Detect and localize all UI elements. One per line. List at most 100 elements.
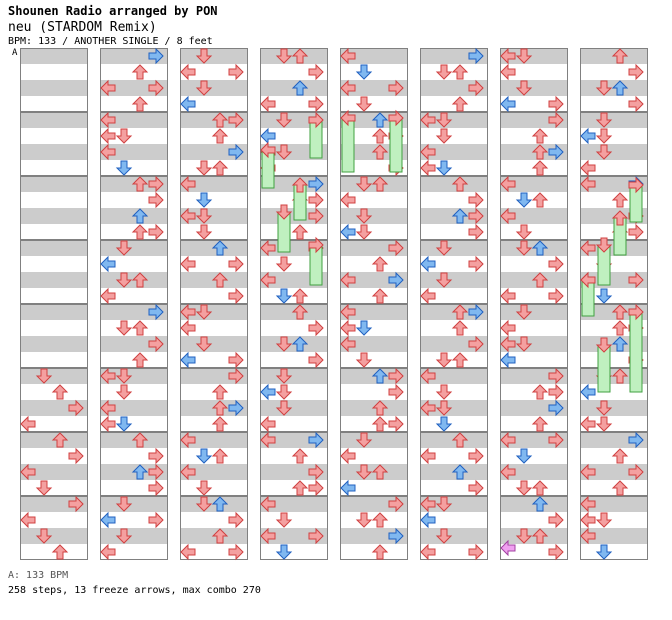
beat-stripe: [420, 480, 488, 496]
measure-box: [340, 304, 408, 368]
beat-stripe: [100, 192, 168, 208]
right-arrow: [228, 351, 244, 369]
beat-stripe: [500, 288, 568, 304]
up-arrow: [291, 304, 309, 320]
down-arrow: [515, 336, 533, 352]
beat-stripe: [260, 416, 328, 432]
left-arrow: [340, 47, 356, 65]
down-arrow: [35, 528, 53, 544]
left-arrow: [100, 287, 116, 305]
left-arrow: [180, 303, 196, 321]
measure-box: [260, 368, 328, 432]
beat-stripe: [20, 224, 88, 240]
down-arrow: [275, 112, 293, 128]
beat-stripe: [100, 128, 168, 144]
down-arrow: [195, 80, 213, 96]
up-arrow: [211, 528, 229, 544]
beat-stripe: [580, 528, 648, 544]
measure-box: [260, 112, 328, 176]
beat-stripe: [340, 64, 408, 80]
beat-stripe: [420, 128, 488, 144]
down-arrow: [275, 336, 293, 352]
right-arrow: [388, 527, 404, 545]
left-arrow: [420, 399, 436, 417]
down-arrow: [275, 368, 293, 384]
down-arrow: [195, 448, 213, 464]
down-arrow: [115, 160, 133, 176]
up-arrow: [371, 256, 389, 272]
beat-stripe: [340, 528, 408, 544]
beat-stripe: [100, 544, 168, 560]
beat-stripe: [340, 240, 408, 256]
chart-info: BPM: 133 / ANOTHER SINGLE / 8 feet: [8, 36, 213, 47]
measure-box: [420, 432, 488, 496]
left-arrow: [260, 431, 276, 449]
down-arrow: [115, 368, 133, 384]
measure-box: [580, 112, 648, 176]
measure-box: [500, 368, 568, 432]
beat-stripe: [100, 48, 168, 64]
left-arrow: [260, 527, 276, 545]
beat-stripe: [260, 400, 328, 416]
down-arrow: [355, 96, 373, 112]
beat-stripe: [340, 336, 408, 352]
up-arrow: [211, 128, 229, 144]
beat-stripe: [420, 448, 488, 464]
measure-box: [420, 304, 488, 368]
beat-stripe: [340, 496, 408, 512]
beat-stripe: [180, 544, 248, 560]
beat-stripe: [500, 48, 568, 64]
beat-stripe: [500, 400, 568, 416]
beat-stripe: [20, 272, 88, 288]
right-arrow: [148, 511, 164, 529]
left-arrow: [100, 543, 116, 561]
left-arrow: [340, 79, 356, 97]
right-arrow: [148, 191, 164, 209]
up-arrow: [371, 464, 389, 480]
down-arrow: [435, 128, 453, 144]
beat-stripe: [340, 432, 408, 448]
left-arrow: [180, 463, 196, 481]
up-arrow: [531, 160, 549, 176]
down-arrow: [355, 352, 373, 368]
up-arrow: [611, 448, 629, 464]
down-arrow: [435, 528, 453, 544]
left-arrow: [100, 255, 116, 273]
left-arrow: [420, 367, 436, 385]
beat-stripe: [100, 304, 168, 320]
left-arrow: [20, 415, 36, 433]
up-arrow: [291, 336, 309, 352]
beat-stripe: [20, 112, 88, 128]
right-arrow: [308, 63, 324, 81]
right-arrow: [628, 63, 644, 81]
beat-stripe: [500, 336, 568, 352]
left-arrow: [420, 143, 436, 161]
beat-stripe: [180, 256, 248, 272]
artist-line: Shounen Radio arranged by PON: [8, 4, 218, 18]
beat-stripe: [260, 544, 328, 560]
beat-stripe: [340, 224, 408, 240]
beat-stripe: [500, 544, 568, 560]
beat-stripe: [20, 208, 88, 224]
up-arrow: [211, 240, 229, 256]
beat-stripe: [20, 240, 88, 256]
up-arrow: [211, 384, 229, 400]
down-arrow: [275, 48, 293, 64]
beat-stripe: [20, 192, 88, 208]
left-arrow: [420, 111, 436, 129]
beat-stripe: [180, 176, 248, 192]
left-arrow: [500, 431, 516, 449]
right-arrow: [228, 63, 244, 81]
up-arrow: [531, 192, 549, 208]
beat-stripe: [20, 416, 88, 432]
left-arrow: [180, 207, 196, 225]
bpm-marker: A: [12, 48, 18, 58]
right-arrow: [308, 236, 324, 254]
measure-box: [500, 176, 568, 240]
left-arrow: [500, 63, 516, 81]
beat-stripe: [340, 448, 408, 464]
beat-stripe: [260, 368, 328, 384]
left-arrow: [100, 143, 116, 161]
right-arrow: [468, 255, 484, 273]
down-arrow: [515, 304, 533, 320]
